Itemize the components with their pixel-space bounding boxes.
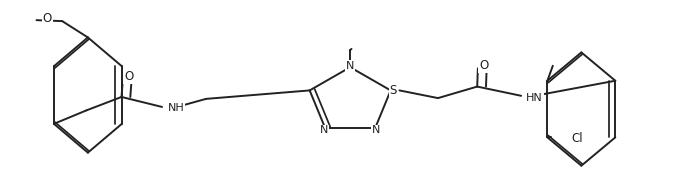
Text: NH: NH (168, 103, 185, 113)
Text: N: N (372, 126, 381, 136)
Text: O: O (43, 12, 52, 25)
Text: O: O (479, 59, 489, 72)
Text: O: O (124, 70, 134, 83)
Text: S: S (389, 84, 397, 97)
Text: N: N (346, 61, 354, 71)
Text: Cl: Cl (571, 132, 583, 145)
Text: HN: HN (526, 93, 543, 103)
Text: N: N (320, 126, 328, 136)
